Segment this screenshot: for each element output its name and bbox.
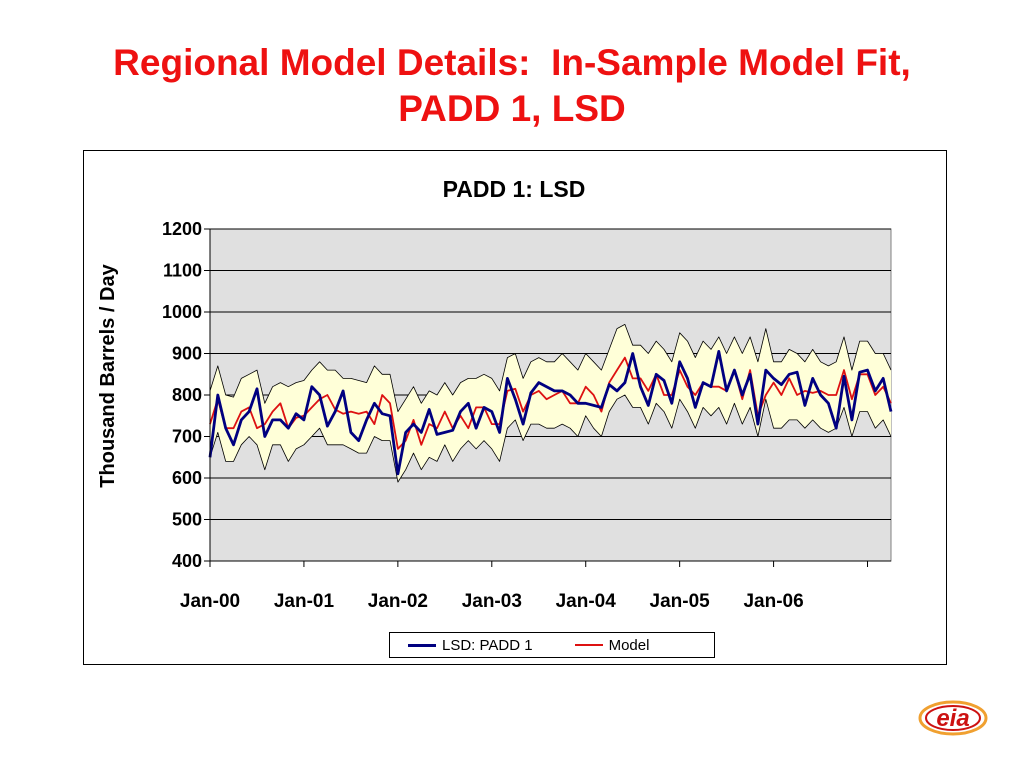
legend-item-model: Model xyxy=(574,636,650,654)
x-tick-label: Jan-00 xyxy=(180,591,240,612)
slide-title-line-2: PADD 1, LSD xyxy=(398,88,626,129)
legend-item-actual: LSD: PADD 1 xyxy=(408,637,533,654)
y-tick-label: 400 xyxy=(172,551,202,571)
legend-swatch-actual xyxy=(408,643,436,647)
legend-swatch-model xyxy=(574,644,603,646)
series-model-line xyxy=(209,356,892,450)
logo-text: eia xyxy=(936,705,969,732)
eia-logo: eia xyxy=(918,700,988,736)
y-tick-label: 500 xyxy=(172,510,202,530)
x-tick-label: Jan-04 xyxy=(556,591,617,612)
x-tick-label: Jan-03 xyxy=(462,591,522,612)
y-tick-label: 600 xyxy=(172,468,202,488)
x-tick-label: Jan-06 xyxy=(743,591,803,612)
y-tick-label: 1200 xyxy=(162,219,202,239)
chart-legend: LSD: PADD 1 Model xyxy=(389,632,715,658)
series-lower-band-line xyxy=(209,394,892,483)
chart-svg: PADD 1: LSD Thousand Barrels / Day 400 50… xyxy=(97,176,893,612)
y-axis-label: Thousand Barrels / Day xyxy=(97,263,119,487)
legend-label-model: Model xyxy=(608,636,650,654)
y-tick-label: 900 xyxy=(172,344,202,364)
y-tick-label: 1100 xyxy=(163,261,202,281)
x-tick-label: Jan-05 xyxy=(650,591,711,612)
y-tick-label: 700 xyxy=(172,427,202,447)
logo-swoosh-inner xyxy=(925,705,981,731)
chart-title: PADD 1: LSD xyxy=(443,176,586,202)
chart-frame: PADD 1: LSD Thousand Barrels / Day 400 50… xyxy=(83,150,947,665)
slide-title-line-1: Regional Model Details: In-Sample Model … xyxy=(113,42,911,83)
legend-label-actual: LSD: PADD 1 xyxy=(442,636,533,654)
x-tick-label: Jan-02 xyxy=(368,591,428,612)
y-tick-label: 800 xyxy=(172,385,202,405)
slide-title: Regional Model Details: In-Sample Model … xyxy=(0,40,1024,132)
series-lsd-padd1-line xyxy=(208,349,893,476)
logo-swoosh-outer xyxy=(918,700,988,736)
x-tick-label: Jan-01 xyxy=(274,591,335,612)
plot-area: 400 500 600 700 800 900 1000 1100 1200 Jan-00 Jan-… xyxy=(162,219,893,612)
y-tick-label: 1000 xyxy=(162,302,202,322)
series-upper-band-line xyxy=(209,323,892,413)
